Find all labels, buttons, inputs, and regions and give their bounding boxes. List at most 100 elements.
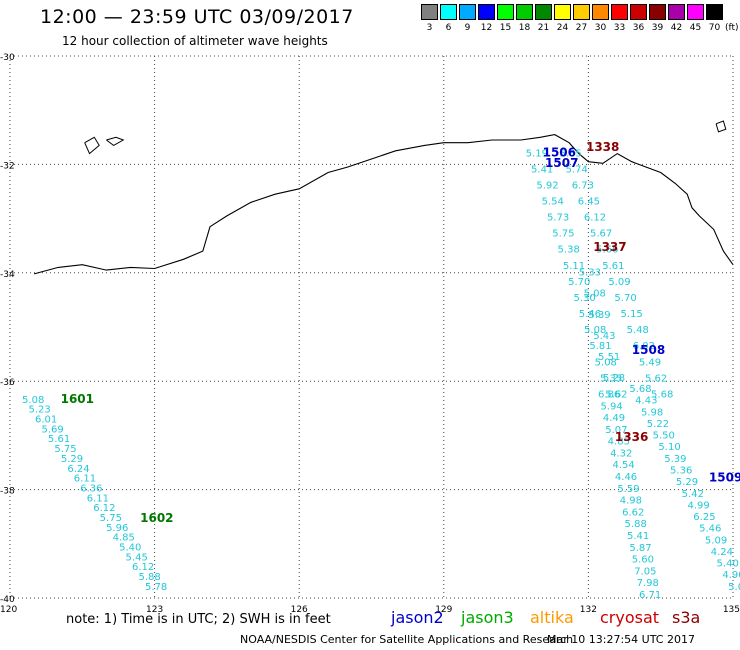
wave-height-value: 5.29 (61, 454, 83, 465)
wave-height-value: 6.12 (93, 503, 115, 514)
wave-height-value: 5.75 (100, 513, 122, 524)
lat-tick-label: -32 (0, 161, 15, 171)
wave-height-value: 5.42 (682, 489, 704, 500)
timestamp: Mar 10 13:27:54 UTC 2017 (547, 633, 695, 646)
wave-height-value: 4.32 (610, 448, 632, 459)
wave-height-value: 5.48 (627, 325, 649, 336)
wave-height-value: 4.90 (722, 570, 740, 581)
pass-label: 1337 (593, 240, 626, 254)
satellite-name: altika (530, 608, 574, 627)
wave-height-value: 6.45 (578, 197, 600, 208)
wave-height-value: 5.38 (558, 245, 580, 256)
wave-height-value: 6.24 (67, 464, 89, 475)
wave-height-value: 5.85 (559, 148, 581, 159)
legend-swatch (535, 4, 552, 20)
wave-height-value: 4.85 (113, 533, 135, 544)
wave-height-value: 6.12 (132, 562, 154, 573)
wave-height-value: 4.98 (620, 496, 642, 507)
wave-height-value: 6.01 (35, 415, 57, 426)
legend-swatch (421, 4, 438, 20)
wave-height-value: 7.05 (634, 566, 656, 577)
legend-swatch (592, 4, 609, 20)
wave-height-value: 5.43 (593, 331, 615, 342)
wave-height-value: 6.12 (584, 213, 606, 224)
map-grid (9, 55, 734, 599)
legend-swatch (459, 4, 476, 20)
pass-label: 1602 (140, 511, 173, 525)
wave-height-value: 4.49 (603, 413, 625, 424)
wave-height-value: 5.28 (603, 373, 625, 384)
lon-tick-label: 126 (291, 605, 308, 615)
legend-swatch-label: 42 (670, 23, 683, 33)
wave-height-value: 5.09 (705, 535, 727, 546)
wave-height-value: 5.67 (590, 229, 612, 240)
wave-height-value: 5.50 (653, 431, 675, 442)
lat-tick-label: -30 (0, 53, 15, 63)
island-outline (84, 136, 100, 155)
wave-height-value: 5.22 (647, 419, 669, 430)
wave-height-value: 4.99 (687, 500, 709, 511)
wave-height-value: 5.08 (595, 357, 617, 368)
wave-height-value: 5.73 (547, 213, 569, 224)
wave-height-value: 5.30 (573, 293, 595, 304)
pass-label: 1507 (545, 156, 578, 170)
wave-height-value: 6.36 (80, 483, 102, 494)
satellite-name: jason3 (461, 608, 514, 627)
footer-note: note: 1) Time is in UTC; 2) SWH is in fe… (66, 612, 331, 627)
wave-height-value: 5.75 (54, 444, 76, 455)
legend-swatch (573, 4, 590, 20)
wave-height-value: 5.60 (632, 555, 654, 566)
satellite-name: jason2 (391, 608, 444, 627)
wave-height-value: 5.68 (629, 384, 651, 395)
wave-height-value: 4.46 (615, 472, 637, 483)
lat-tick-label: -38 (0, 487, 15, 497)
wave-height-value: 7.98 (637, 578, 659, 589)
wave-height-value: 5.33 (579, 268, 601, 279)
legend-swatch-label: 30 (594, 23, 607, 33)
wave-height-value: 5.41 (627, 531, 649, 542)
legend-swatch (554, 4, 571, 20)
wave-height-value: 5.04 (728, 582, 740, 593)
page-title: 12:00 — 23:59 UTC 03/09/2017 (40, 6, 354, 28)
legend-swatch (478, 4, 495, 20)
wave-height-value: 6.71 (639, 590, 661, 601)
wave-height-value: 5.40 (717, 559, 739, 570)
wave-height-value: 5.61 (602, 261, 624, 272)
legend-swatch (630, 4, 647, 20)
wave-height-value: 5.88 (138, 572, 160, 583)
legend-swatch-label: 9 (464, 23, 471, 33)
wave-height-value: 5.59 (617, 484, 639, 495)
wave-height-value: 5.46 (579, 309, 601, 320)
wave-height-value: 5.87 (629, 543, 651, 554)
wave-height-value: 6.62 (622, 507, 644, 518)
legend-swatch-label: 12 (480, 23, 493, 33)
wave-height-value: 5.11 (563, 261, 585, 272)
legend-swatch-label: 21 (537, 23, 550, 33)
wave-height-value: 5.88 (625, 519, 647, 530)
wave-height-value: 5.08 (584, 325, 606, 336)
wave-height-value: 5.10 (658, 442, 680, 453)
lon-tick-label: 123 (146, 605, 163, 615)
coastline (33, 120, 734, 275)
wave-height-value: 5.54 (542, 197, 564, 208)
legend-swatch (497, 4, 514, 20)
wave-height-value: 5.98 (641, 407, 663, 418)
wave-height-value: 5.96 (106, 523, 128, 534)
wave-height-value: 5.61 (48, 434, 70, 445)
wave-height-value: 5.23 (29, 405, 51, 416)
wave-height-value: 5.49 (639, 357, 661, 368)
legend-unit-label: (ft) (725, 23, 739, 33)
lon-tick-label: 132 (580, 605, 597, 615)
legend-swatch-label: 45 (689, 23, 702, 33)
legend-swatch (668, 4, 685, 20)
page-subtitle: 12 hour collection of altimeter wave hei… (62, 34, 328, 48)
wave-height-value: 6.11 (74, 474, 96, 485)
legend-swatch (706, 4, 723, 20)
legend-swatch-label: 18 (518, 23, 531, 33)
wave-height-value: 5.35 (600, 373, 622, 384)
pass-label: 1509 (709, 470, 740, 484)
wave-height-value: 5.08 (22, 395, 44, 406)
wave-height-value: 5.08 (584, 289, 606, 300)
legend-swatch (440, 4, 457, 20)
